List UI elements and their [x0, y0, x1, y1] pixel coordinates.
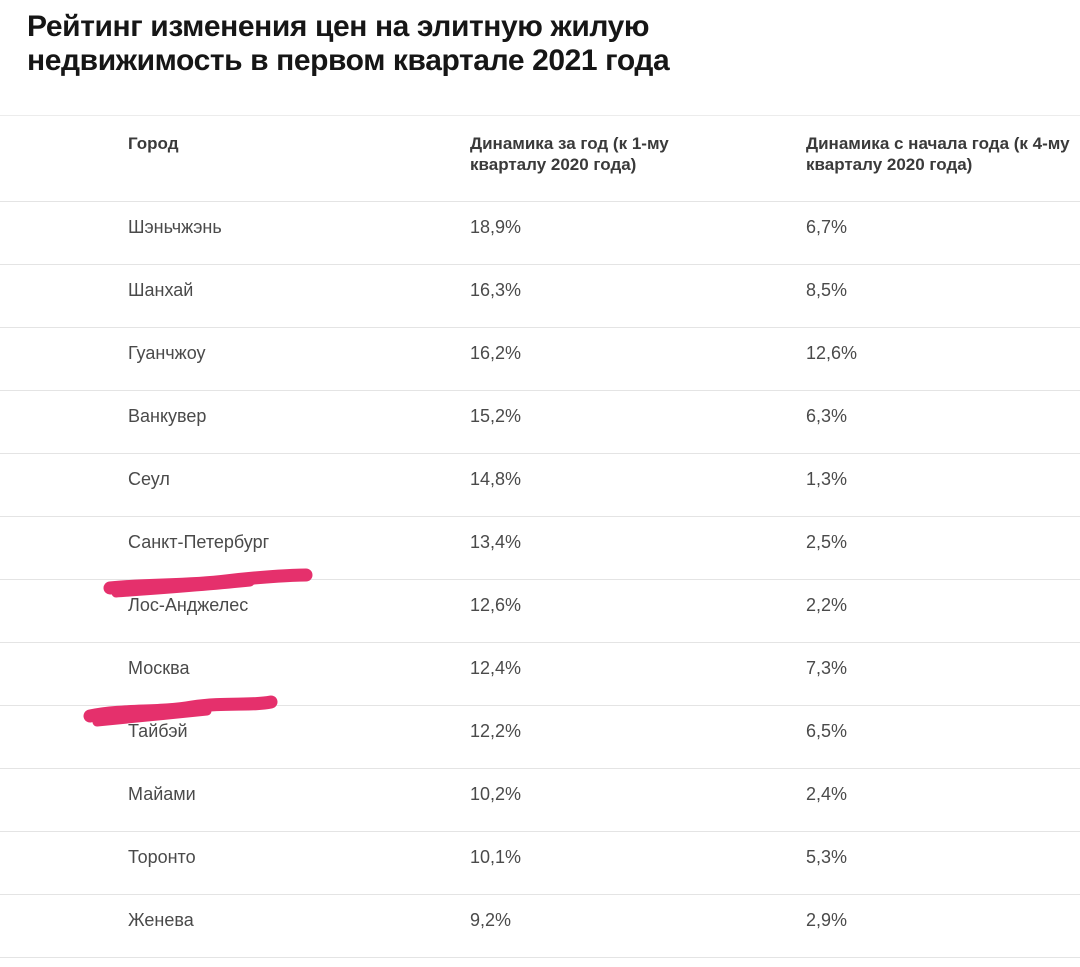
- cell-city: Лос-Анджелес: [128, 594, 249, 615]
- table-row: Майами 10,2% 2,4%: [0, 769, 1080, 832]
- table-body: Шэньчжэнь 18,9% 6,7% Шанхай 16,3% 8,5% Г…: [0, 202, 1080, 958]
- cell-yoy: 10,2%: [470, 783, 522, 804]
- cell-city: Женева: [128, 909, 194, 930]
- cell-city: Ванкувер: [128, 405, 207, 426]
- table-row: Москва 12,4% 7,3%: [0, 643, 1080, 706]
- cell-yoy: 13,4%: [470, 531, 522, 552]
- col-header-ytd: Динамика с начала года (к 4-му кварталу …: [806, 134, 1070, 174]
- cell-city: Санкт-Петербург: [128, 531, 270, 552]
- table-header: Город Динамика за год (к 1-му кварталу 2…: [0, 115, 1080, 202]
- cell-ytd: 2,9%: [806, 909, 848, 930]
- cell-ytd: 6,7%: [806, 216, 848, 237]
- cell-ytd: 6,5%: [806, 720, 848, 741]
- col-header-yoy: Динамика за год (к 1-му кварталу 2020 го…: [470, 134, 669, 174]
- cell-yoy: 16,3%: [470, 279, 522, 300]
- col-header-city: Город: [128, 134, 179, 153]
- cell-ytd: 2,2%: [806, 594, 848, 615]
- cell-city: Шэньчжэнь: [128, 216, 222, 237]
- cell-ytd: 7,3%: [806, 657, 848, 678]
- table-row: Ванкувер 15,2% 6,3%: [0, 391, 1080, 454]
- table-row: Тайбэй 12,2% 6,5%: [0, 706, 1080, 769]
- table-row: Санкт-Петербург 13,4% 2,5%: [0, 517, 1080, 580]
- cell-city: Москва: [128, 657, 190, 678]
- cell-ytd: 2,4%: [806, 783, 848, 804]
- cell-city: Тайбэй: [128, 720, 188, 741]
- cell-ytd: 12,6%: [806, 342, 858, 363]
- table-row: Шанхай 16,3% 8,5%: [0, 265, 1080, 328]
- table-row: Гуанчжоу 16,2% 12,6%: [0, 328, 1080, 391]
- cell-yoy: 10,1%: [470, 846, 522, 867]
- page-title: Рейтинг изменения цен на элитную жилую н…: [27, 10, 670, 77]
- cell-city: Сеул: [128, 468, 170, 489]
- cell-city: Гуанчжоу: [128, 342, 206, 363]
- cell-city: Майами: [128, 783, 196, 804]
- cell-city: Шанхай: [128, 279, 194, 300]
- price-change-table: Город Динамика за год (к 1-му кварталу 2…: [0, 115, 1080, 958]
- cell-yoy: 15,2%: [470, 405, 522, 426]
- cell-ytd: 5,3%: [806, 846, 848, 867]
- cell-yoy: 12,6%: [470, 594, 522, 615]
- cell-yoy: 16,2%: [470, 342, 522, 363]
- table-row: Шэньчжэнь 18,9% 6,7%: [0, 202, 1080, 265]
- cell-yoy: 9,2%: [470, 909, 512, 930]
- cell-city: Торонто: [128, 846, 196, 867]
- cell-ytd: 8,5%: [806, 279, 848, 300]
- cell-ytd: 6,3%: [806, 405, 848, 426]
- cell-yoy: 18,9%: [470, 216, 522, 237]
- cell-yoy: 14,8%: [470, 468, 522, 489]
- table-row: Сеул 14,8% 1,3%: [0, 454, 1080, 517]
- cell-ytd: 2,5%: [806, 531, 848, 552]
- cell-yoy: 12,2%: [470, 720, 522, 741]
- cell-yoy: 12,4%: [470, 657, 522, 678]
- table-row: Лос-Анджелес 12,6% 2,2%: [0, 580, 1080, 643]
- cell-ytd: 1,3%: [806, 468, 848, 489]
- table-row: Торонто 10,1% 5,3%: [0, 832, 1080, 895]
- table-row: Женева 9,2% 2,9%: [0, 895, 1080, 958]
